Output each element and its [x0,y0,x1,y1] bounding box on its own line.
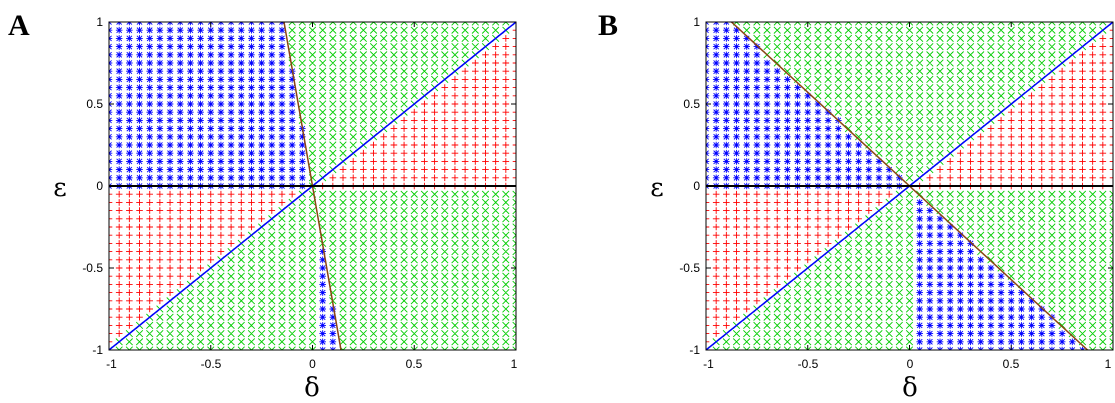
region-markers-green [109,22,516,350]
y-tick-label: 1 [96,15,103,29]
panel-b: B -1 -0.5 0 0.5 1 1 0.5 0 -0.5 -1 δ ε [598,9,1114,403]
x-tick-label: -0.5 [201,357,222,371]
x-tick-label: -1 [106,357,117,371]
x-tick-label: -1 [703,357,714,371]
region-map-a [109,22,516,350]
region-markers-red [706,26,1113,346]
region-markers-blue [109,22,337,350]
y-tick-label: 0 [96,179,103,193]
boundary-lines-a [109,22,516,350]
x-tick-labels-b: -1 -0.5 0 0.5 1 [703,357,1111,371]
y-tick-labels-b: 1 0.5 0 -0.5 -1 [679,15,700,357]
y-tick-label: 0.5 [86,97,103,111]
y-tick-label: -1 [92,343,103,357]
y-tick-label: 1 [693,15,700,29]
x-tick-label: 1 [511,357,518,371]
y-tick-label: -0.5 [82,261,103,275]
region-markers-green [706,22,1113,350]
x-tick-label: 1 [1105,357,1112,371]
panel-letter-b: B [598,9,618,42]
y-tick-label: -1 [689,343,700,357]
panel-a: A -1 -0.5 0 0.5 1 1 0.5 0 -0.5 -1 δ ε [8,9,518,403]
x-tick-label: 0 [907,357,914,371]
x-axis-label-a: δ [304,373,320,403]
x-axis-label-b: δ [902,373,918,403]
y-tick-label: 0 [693,179,700,193]
ticks-b [705,21,1114,351]
region-markers-red [109,26,516,346]
y-tick-label: 0.5 [683,97,700,111]
y-tick-labels-a: 1 0.5 0 -0.5 -1 [82,15,103,357]
ticks-a [108,21,517,351]
x-tick-labels-a: -1 -0.5 0 0.5 1 [106,357,517,371]
x-tick-label: 0.5 [1003,357,1020,371]
x-tick-label: 0.5 [406,357,423,371]
panel-letter-a: A [8,9,30,42]
y-axis-label-b: ε [650,173,663,203]
x-tick-label: -0.5 [798,357,819,371]
y-tick-label: -0.5 [679,261,700,275]
boundary-lines-b [706,22,1113,350]
x-tick-label: 0 [309,357,316,371]
y-axis-label-a: ε [53,173,66,203]
